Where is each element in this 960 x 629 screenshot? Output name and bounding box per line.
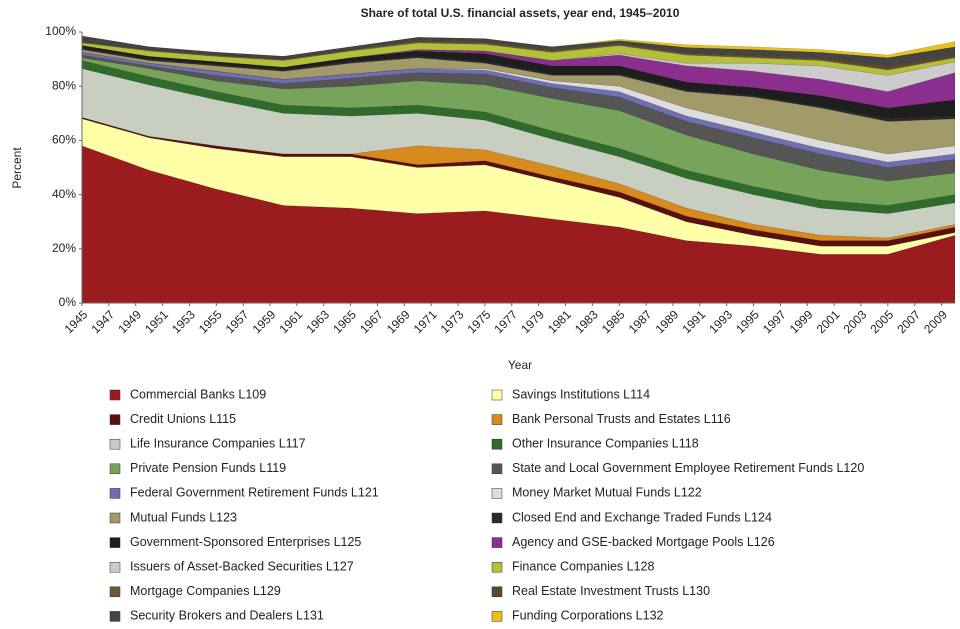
legend-swatch <box>491 414 503 425</box>
x-tick-label: 2001 <box>814 307 843 336</box>
legend-label: Real Estate Investment Trusts L130 <box>512 584 710 598</box>
y-tick-label: 0% <box>59 295 77 309</box>
legend-label: Bank Personal Trusts and Estates L116 <box>512 412 731 426</box>
area <box>82 118 955 255</box>
legend-swatch <box>491 512 503 524</box>
legend-label: Funding Corporations L132 <box>512 609 664 623</box>
chart-title: Share of total U.S. financial assets, ye… <box>361 6 680 20</box>
legend-swatch <box>109 512 121 524</box>
x-tick-label: 1967 <box>357 307 386 336</box>
legend-label: Mutual Funds L123 <box>130 510 237 524</box>
y-tick-label: 60% <box>52 133 76 147</box>
x-tick-label: 1955 <box>196 307 225 336</box>
legend-swatch <box>109 488 121 499</box>
area <box>82 145 955 303</box>
legend-label: Security Brokers and Dealers L131 <box>130 609 324 623</box>
x-tick-label: 1979 <box>518 307 547 336</box>
legend-label: Mortgage Companies L129 <box>130 584 281 598</box>
legend-label: Money Market Mutual Funds L122 <box>512 486 702 500</box>
legend-swatch <box>109 389 121 401</box>
legend-swatch <box>491 586 503 598</box>
legend-label: Private Pension Funds L119 <box>130 461 286 475</box>
x-tick-label: 1949 <box>115 307 144 336</box>
legend-label: Credit Unions L115 <box>130 412 236 426</box>
plot-area <box>82 35 955 303</box>
y-tick-label: 40% <box>52 187 76 201</box>
x-tick-label: 1987 <box>626 307 655 336</box>
y-tick-label: 80% <box>52 78 76 92</box>
x-tick-label: 2003 <box>841 307 870 336</box>
x-tick-label: 1993 <box>706 307 735 336</box>
legend-swatch <box>109 586 121 598</box>
legend-swatch <box>491 488 503 499</box>
x-tick-label: 1965 <box>330 307 359 336</box>
x-tick-label: 1959 <box>250 307 279 336</box>
x-tick-label: 1985 <box>599 307 628 336</box>
x-tick-label: 1971 <box>411 307 440 336</box>
x-tick-label: 1977 <box>491 307 520 336</box>
x-tick-label: 1981 <box>545 307 574 336</box>
legend-label: Issuers of Asset-Backed Securities L127 <box>130 559 354 573</box>
legend-swatch <box>109 438 121 450</box>
x-tick-label: 2009 <box>921 307 950 336</box>
x-tick-label: 1961 <box>276 307 305 336</box>
legend-swatch <box>109 537 121 548</box>
y-tick-label: 100% <box>45 24 76 38</box>
legend-label: Agency and GSE-backed Mortgage Pools L12… <box>512 535 775 549</box>
x-tick-label: 1983 <box>572 307 601 336</box>
legend-label: Government-Sponsored Enterprises L125 <box>130 535 361 549</box>
legend-label: Federal Government Retirement Funds L121 <box>130 486 379 500</box>
legend-label: Closed End and Exchange Traded Funds L12… <box>512 510 772 524</box>
legend-label: Savings Institutions L114 <box>512 387 650 401</box>
x-tick-label: 2005 <box>867 307 896 336</box>
legend-swatch <box>491 463 503 475</box>
legend-label: Finance Companies L128 <box>512 559 654 573</box>
legend-swatch <box>491 438 503 450</box>
legend-swatch <box>109 414 121 425</box>
x-tick-label: 1947 <box>88 307 117 336</box>
legend-swatch <box>491 389 503 401</box>
x-tick-label: 1957 <box>223 307 252 336</box>
x-tick-label: 1999 <box>787 307 816 336</box>
legend-label: State and Local Government Employee Reti… <box>512 461 864 475</box>
area <box>82 35 955 58</box>
legend-swatch <box>491 561 503 573</box>
y-axis-label: Percent <box>10 147 24 189</box>
x-tick-label: 1975 <box>465 307 494 336</box>
legend-label: Commercial Banks L109 <box>130 387 266 401</box>
x-tick-label: 1951 <box>142 307 171 336</box>
legend-swatch <box>109 463 121 475</box>
area <box>82 117 955 247</box>
y-tick-label: 20% <box>52 241 76 255</box>
x-tick-label: 1997 <box>760 307 789 336</box>
x-tick-label: 1989 <box>653 307 682 336</box>
x-tick-label: 1953 <box>169 307 198 336</box>
x-tick-label: 1995 <box>733 307 762 336</box>
x-tick-label: 1969 <box>384 307 413 336</box>
legend-swatch <box>491 537 503 548</box>
x-tick-label: 1963 <box>303 307 332 336</box>
x-tick-label: 1973 <box>438 307 467 336</box>
x-tick-label: 1991 <box>679 307 708 336</box>
legend-swatch <box>109 611 121 622</box>
legend-swatch <box>491 611 503 622</box>
legend-label: Other Insurance Companies L118 <box>512 436 699 450</box>
x-tick-label: 1945 <box>62 307 91 336</box>
legend-swatch <box>109 561 121 573</box>
x-tick-label: 2007 <box>894 307 923 336</box>
x-axis-label: Year <box>508 358 532 372</box>
area <box>82 35 955 67</box>
legend-label: Life Insurance Companies L117 <box>130 436 306 450</box>
